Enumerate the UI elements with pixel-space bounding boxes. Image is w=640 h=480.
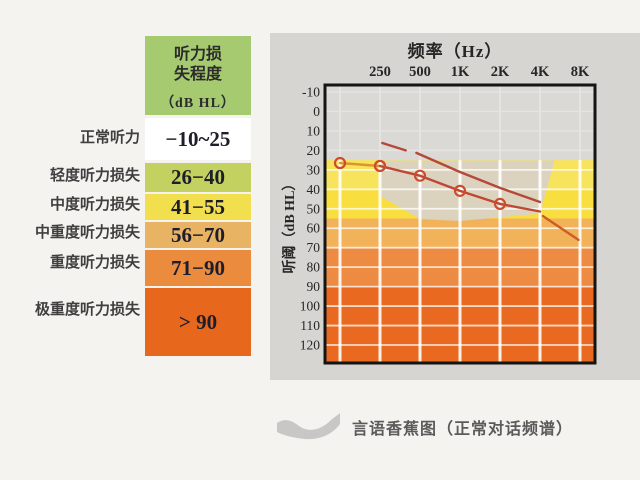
- y-tick-label: 80: [307, 260, 321, 275]
- severity-label-severe: 重度听力损失: [49, 255, 140, 271]
- severity-header-title-line2: 失程度: [173, 66, 222, 83]
- circle-marker: [453, 184, 467, 197]
- y-tick-label: 10: [307, 123, 321, 138]
- severity-label-profound: 极重度听力损失: [34, 302, 140, 318]
- circle-marker: [493, 197, 507, 211]
- chart-title: 频率（Hz）: [407, 42, 503, 61]
- y-tick-label: 60: [307, 221, 321, 236]
- y-tick-label: 50: [307, 201, 321, 216]
- y-tick-label: 70: [307, 240, 321, 255]
- severity-label-mild: 轻度听力损失: [49, 168, 140, 184]
- caption-speech-banana: 言语香蕉图（正常对话频谱）: [352, 421, 574, 438]
- audiogram-plot: 250 500 1K 2K 4K 8K -10 0 10 20 30 40 50 60 70 80 90 100 1…: [300, 64, 597, 365]
- x-tick-label: 2K: [491, 64, 510, 80]
- y-tick-label: 30: [307, 162, 321, 177]
- gridlines: [325, 85, 595, 363]
- severity-range-moderate: 41−55: [145, 194, 251, 220]
- series-threshold-2k-4k: [498, 202, 542, 213]
- speech-banana-swatch-icon: [277, 413, 340, 440]
- y-axis-ticks: -10 0 10 20 30 40 50 60 70 80 90 100 110 120: [300, 85, 321, 353]
- y-tick-label: 0: [313, 104, 320, 119]
- series-threshold-4k-8k-drop: [541, 214, 580, 242]
- x-tick-label: 250: [369, 64, 391, 80]
- series-threshold-250-2k: [378, 164, 502, 206]
- x-tick-label: 4K: [531, 64, 550, 80]
- circle-marker: [373, 159, 387, 173]
- x-tick-label: 1K: [451, 64, 470, 80]
- x-axis-ticks: 250 500 1K 2K 4K 8K: [369, 64, 590, 80]
- severity-label-moderately-severe: 中重度听力损失: [34, 225, 140, 241]
- y-tick-label: 40: [307, 182, 321, 197]
- data-point-markers: [333, 156, 507, 211]
- series-threshold-125-250: [338, 161, 382, 168]
- y-tick-label: -10: [302, 85, 320, 100]
- audiogram-panel: 频率（Hz） 听阈（dB HL） 250 500 1K 2K 4K 8K -10 0 10 20 3…: [270, 33, 640, 380]
- y-tick-label: 100: [300, 299, 321, 314]
- threshold-curves: [338, 141, 580, 242]
- y-tick-label: 90: [307, 279, 321, 294]
- severity-table-header: 听力损 失程度 （dB HL）: [145, 36, 251, 115]
- severity-range-moderately-severe: 56−70: [145, 222, 251, 248]
- y-tick-label: 20: [307, 143, 321, 158]
- x-tick-label: 8K: [571, 64, 590, 80]
- severity-header-title-line1: 听力损: [173, 46, 222, 63]
- series-upper-reference-a: [381, 141, 407, 152]
- plot-border: [323, 83, 597, 365]
- x-tick-label: 500: [409, 64, 431, 80]
- circle-marker: [333, 156, 347, 170]
- severity-range-mild: 26−40: [145, 163, 251, 192]
- y-tick-label: 120: [300, 338, 321, 353]
- severity-range-normal: −10~25: [145, 118, 251, 160]
- severity-range-severe: 71−90: [145, 250, 251, 286]
- severity-header-unit: （dB HL）: [160, 96, 236, 111]
- severity-label-moderate: 中度听力损失: [49, 197, 140, 213]
- circle-marker: [413, 169, 427, 182]
- severity-range-profound: > 90: [145, 288, 251, 356]
- series-upper-reference-b: [415, 151, 542, 204]
- severity-label-normal: 正常听力: [79, 130, 140, 146]
- y-tick-label: 110: [300, 318, 320, 333]
